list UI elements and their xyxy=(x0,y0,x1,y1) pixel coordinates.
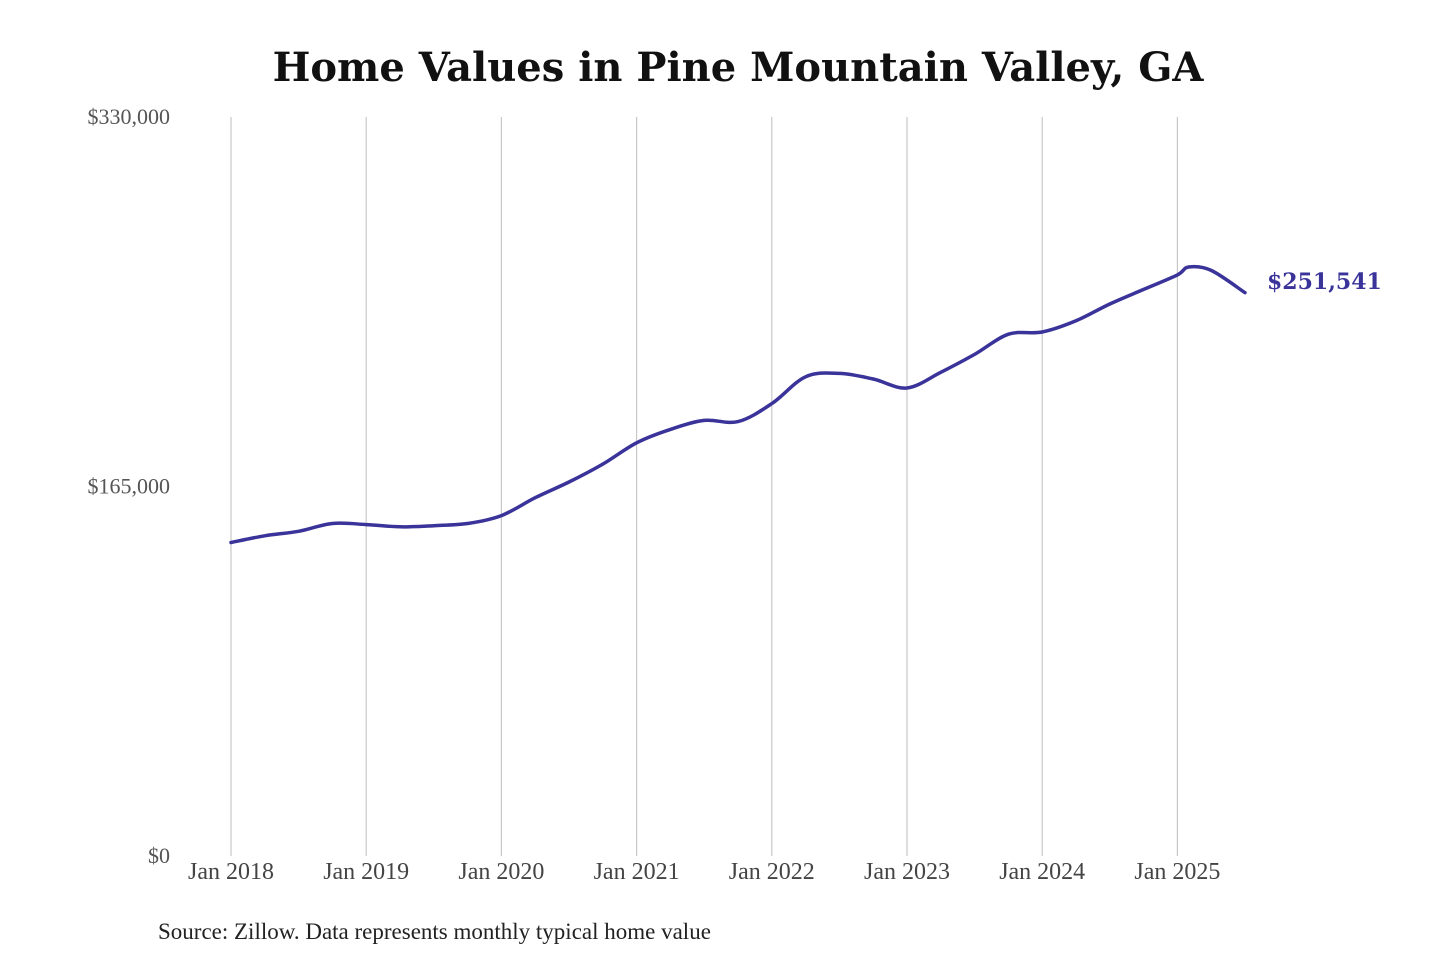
y-tick-label: $165,000 xyxy=(88,474,171,499)
y-tick-label: $0 xyxy=(148,843,170,868)
end-value-label: $251,541 xyxy=(1267,269,1382,295)
chart-title: Home Values in Pine Mountain Valley, GA xyxy=(273,44,1205,91)
x-tick-label: Jan 2020 xyxy=(458,859,544,885)
x-tick-label: Jan 2022 xyxy=(729,859,815,885)
series-line xyxy=(229,264,1247,545)
x-tick-label: Jan 2021 xyxy=(594,859,680,885)
x-tick-label: Jan 2025 xyxy=(1134,859,1220,885)
x-tick-label: Jan 2019 xyxy=(323,859,409,885)
x-tick-label: Jan 2023 xyxy=(864,859,950,885)
y-tick-label: $330,000 xyxy=(88,104,171,129)
x-tick-label: Jan 2024 xyxy=(999,859,1085,885)
source-note: Source: Zillow. Data represents monthly … xyxy=(158,919,711,944)
x-tick-label: Jan 2018 xyxy=(188,859,274,885)
